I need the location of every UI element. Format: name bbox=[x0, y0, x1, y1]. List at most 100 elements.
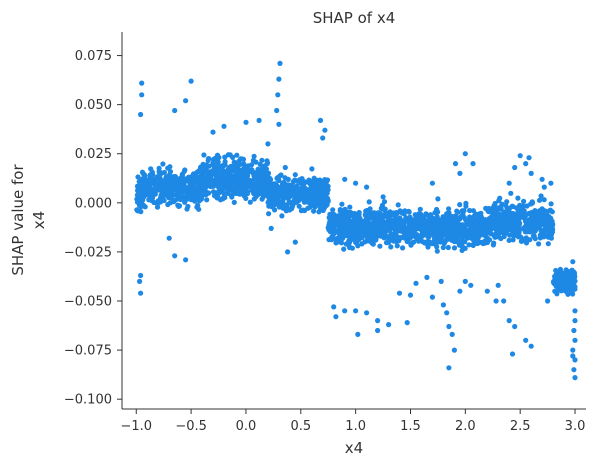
data-point bbox=[545, 298, 551, 304]
data-point bbox=[154, 185, 161, 191]
data-point bbox=[226, 178, 232, 185]
data-point bbox=[572, 318, 578, 324]
data-point bbox=[215, 159, 221, 165]
x-tick-label: 0.5 bbox=[290, 419, 311, 434]
data-point bbox=[507, 205, 513, 211]
data-point bbox=[497, 219, 503, 226]
data-point bbox=[357, 233, 363, 239]
data-point bbox=[138, 290, 144, 296]
data-point bbox=[339, 209, 345, 215]
data-point bbox=[509, 351, 516, 357]
data-point bbox=[568, 274, 574, 281]
data-point bbox=[206, 190, 212, 196]
data-point bbox=[173, 176, 179, 183]
data-point bbox=[220, 162, 226, 168]
data-point bbox=[231, 199, 237, 205]
data-point bbox=[523, 226, 529, 233]
data-point bbox=[373, 235, 379, 241]
data-point bbox=[251, 196, 257, 202]
data-point bbox=[364, 184, 370, 190]
data-point bbox=[478, 223, 484, 229]
data-point bbox=[462, 278, 468, 284]
data-point bbox=[381, 199, 388, 205]
data-point bbox=[450, 214, 456, 220]
data-point bbox=[331, 304, 337, 310]
data-point bbox=[300, 207, 306, 213]
data-point bbox=[210, 129, 216, 135]
data-point bbox=[272, 197, 278, 203]
data-point bbox=[183, 185, 189, 192]
data-point bbox=[352, 223, 358, 229]
data-point bbox=[476, 211, 483, 217]
data-point bbox=[159, 197, 165, 203]
data-point bbox=[556, 278, 562, 284]
data-point bbox=[188, 177, 194, 183]
data-point bbox=[204, 168, 210, 174]
data-point bbox=[188, 78, 194, 84]
data-point bbox=[245, 163, 251, 169]
data-point bbox=[183, 257, 189, 263]
data-point bbox=[222, 154, 228, 160]
data-point bbox=[221, 123, 227, 129]
data-point bbox=[510, 231, 516, 237]
data-point bbox=[186, 193, 192, 199]
data-point bbox=[191, 171, 197, 177]
data-point bbox=[279, 193, 285, 199]
chart-title: SHAP of x4 bbox=[313, 9, 396, 27]
data-point bbox=[322, 183, 328, 189]
data-point bbox=[528, 343, 534, 349]
data-point bbox=[491, 217, 497, 223]
data-point bbox=[154, 174, 160, 180]
data-point bbox=[149, 169, 155, 175]
data-point bbox=[294, 198, 300, 205]
data-point bbox=[294, 187, 300, 194]
data-point bbox=[375, 327, 381, 334]
data-point bbox=[272, 207, 278, 213]
data-point bbox=[423, 211, 429, 217]
data-point bbox=[159, 185, 165, 192]
data-point bbox=[275, 92, 281, 98]
data-point bbox=[342, 176, 348, 182]
data-point bbox=[435, 196, 441, 202]
data-point bbox=[294, 183, 300, 189]
data-point bbox=[292, 172, 298, 178]
data-point bbox=[221, 178, 227, 185]
data-point bbox=[417, 206, 423, 212]
data-point bbox=[457, 288, 463, 294]
data-point bbox=[541, 184, 547, 190]
data-point bbox=[508, 224, 514, 230]
data-point bbox=[470, 161, 476, 167]
data-point bbox=[407, 292, 414, 298]
data-point bbox=[284, 183, 290, 189]
data-point bbox=[253, 176, 259, 182]
data-point bbox=[333, 314, 339, 320]
data-point bbox=[140, 197, 146, 203]
data-point bbox=[351, 234, 357, 240]
data-point bbox=[554, 291, 560, 297]
data-point bbox=[493, 298, 499, 304]
data-point bbox=[193, 174, 199, 181]
data-point bbox=[170, 192, 177, 198]
data-point bbox=[338, 240, 345, 246]
data-point bbox=[374, 219, 380, 225]
data-point bbox=[287, 207, 293, 213]
data-point bbox=[285, 189, 292, 196]
data-point bbox=[548, 215, 554, 221]
data-point bbox=[280, 204, 286, 210]
data-point bbox=[420, 232, 426, 238]
data-point bbox=[434, 244, 440, 250]
data-point bbox=[210, 156, 216, 163]
data-point bbox=[196, 206, 202, 212]
data-point bbox=[446, 323, 452, 330]
data-point bbox=[216, 185, 222, 191]
data-point bbox=[459, 213, 466, 219]
data-point bbox=[172, 253, 178, 259]
data-point bbox=[164, 177, 170, 183]
data-point bbox=[353, 180, 359, 186]
data-point bbox=[422, 239, 428, 245]
data-point bbox=[265, 187, 272, 193]
data-point bbox=[400, 245, 406, 251]
data-point bbox=[569, 289, 575, 295]
data-point bbox=[449, 331, 455, 337]
